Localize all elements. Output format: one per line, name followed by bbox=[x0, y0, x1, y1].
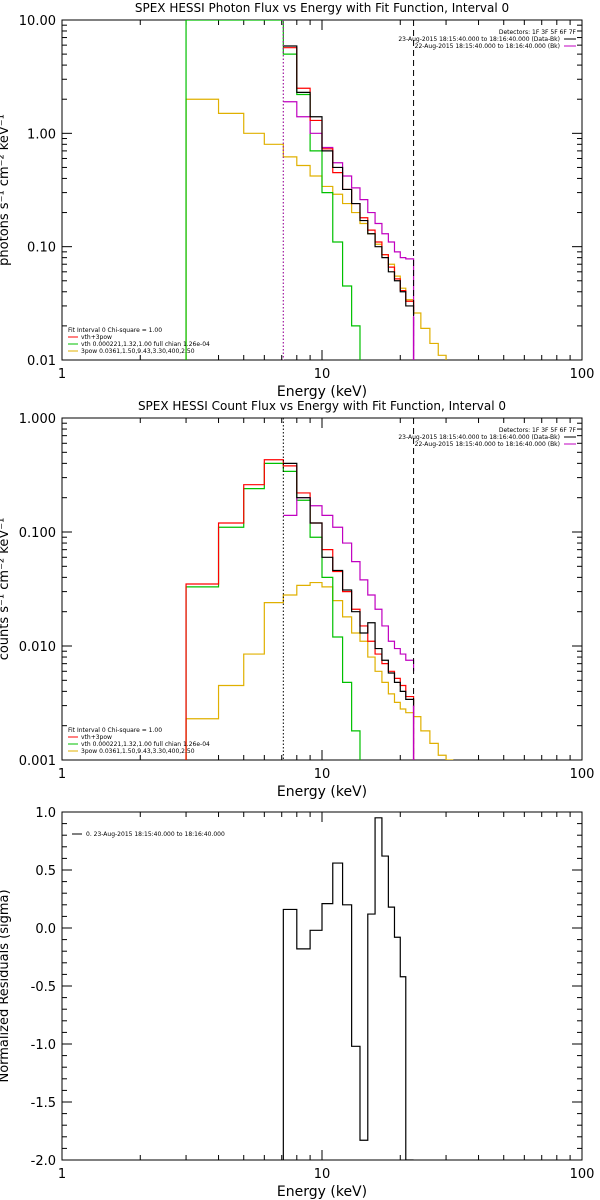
series-line-1 bbox=[185, 462, 361, 760]
plot-frame bbox=[61, 417, 583, 761]
x-tick-label: 100 bbox=[570, 367, 595, 382]
y-tick-label: 0.5 bbox=[35, 864, 56, 879]
x-tick-label: 100 bbox=[570, 767, 595, 782]
y-axis-label: Normalized Residuals (sigma) bbox=[0, 889, 12, 1082]
count-flux-panel: SPEX HESSI Count Flux vs Energy with Fit… bbox=[0, 399, 594, 800]
series-line-0 bbox=[185, 98, 447, 360]
y-tick-label: -1.0 bbox=[31, 1038, 56, 1053]
legend-label: vth+3pow bbox=[81, 734, 112, 741]
x-tick-label: 10 bbox=[314, 1167, 331, 1182]
legend-top-right-line: Detectors: 1F 3F 5F 6F 7F bbox=[499, 427, 577, 434]
series-group bbox=[282, 817, 414, 1160]
x-tick-label: 100 bbox=[570, 1167, 595, 1182]
y-tick-label: 1.0 bbox=[35, 806, 56, 821]
legend-label: 3pow 0.0361,1.50,9.43,3.30,400,2.50 bbox=[81, 748, 195, 755]
legend-label: vth 0.000221,1.32,1.00 full chian 1.26e-… bbox=[81, 741, 210, 748]
chart-title: SPEX HESSI Count Flux vs Energy with Fit… bbox=[138, 399, 506, 413]
chart-title: SPEX HESSI Photon Flux vs Energy with Fi… bbox=[135, 1, 509, 15]
x-axis-label: Energy (keV) bbox=[277, 1184, 367, 1200]
series-line-2 bbox=[283, 101, 415, 360]
series-line-2 bbox=[185, 459, 415, 760]
y-tick-label: 0.010 bbox=[19, 640, 56, 655]
x-tick-label: 1 bbox=[58, 367, 66, 382]
legend-top-right-line: 22-Aug-2015 18:15:40.000 to 18:16:40.000… bbox=[415, 441, 560, 448]
y-tick-label: 10.00 bbox=[19, 14, 56, 29]
x-tick-label: 10 bbox=[314, 767, 331, 782]
photon-flux-panel: SPEX HESSI Photon Flux vs Energy with Fi… bbox=[0, 1, 594, 400]
series-line-1 bbox=[185, 20, 361, 360]
legend-label: vth 0.000221,1.32,1.00 full chian 1.26e-… bbox=[81, 341, 210, 348]
y-tick-label: -2.0 bbox=[31, 1154, 56, 1169]
plot-frame bbox=[61, 811, 583, 1161]
legend-label: vth+3pow bbox=[81, 334, 112, 341]
legend-top-right-line: 23-Aug-2015 18:15:40.000 to 18:16:40.000… bbox=[398, 36, 560, 43]
legend-top-right-line: Detectors: 1F 3F 5F 6F 7F bbox=[499, 29, 577, 36]
series-line-3 bbox=[283, 497, 415, 672]
residuals-panel: 1 10 100 Energy (keV) -2.0 -1.5 -1.0 -0.5 0.0 0.5… bbox=[0, 806, 594, 1200]
x-axis-label: Energy (keV) bbox=[277, 784, 367, 800]
y-tick-label: 0.10 bbox=[27, 241, 56, 256]
y-tick-label: 0.01 bbox=[27, 354, 56, 369]
series-group bbox=[185, 20, 447, 360]
y-tick-label: 0.0 bbox=[35, 922, 56, 937]
series-line-4 bbox=[283, 45, 415, 315]
y-tick-label: -0.5 bbox=[31, 980, 56, 995]
x-axis-label: Energy (keV) bbox=[277, 384, 367, 400]
y-tick-label: 1.00 bbox=[27, 127, 56, 142]
legend-label: 3pow 0.0361,1.50,9.43,3.30,400,2.50 bbox=[81, 348, 195, 355]
x-tick-label: 1 bbox=[58, 767, 66, 782]
y-tick-label: -1.5 bbox=[31, 1096, 56, 1111]
x-tick-label: 1 bbox=[58, 1167, 66, 1182]
y-axis-label: photons s⁻¹ cm⁻² keV⁻¹ bbox=[0, 114, 12, 266]
y-tick-label: 1.000 bbox=[19, 412, 56, 427]
legend-header: Fit Interval 0 Chi-square = 1.00 bbox=[68, 727, 162, 734]
y-tick-label: 0.001 bbox=[19, 754, 56, 769]
legend-header: Fit Interval 0 Chi-square = 1.00 bbox=[68, 327, 162, 334]
series-line-0 bbox=[282, 817, 414, 1160]
series-group bbox=[185, 418, 454, 760]
legend-top-right-line: 23-Aug-2015 18:15:40.000 to 18:16:40.000… bbox=[398, 434, 560, 441]
x-tick-label: 10 bbox=[314, 367, 331, 382]
y-axis-label: counts s⁻¹ cm⁻² keV⁻¹ bbox=[0, 518, 12, 661]
series-line-4 bbox=[283, 462, 415, 708]
y-tick-label: 0.100 bbox=[19, 526, 56, 541]
legend-label: 0. 23-Aug-2015 18:15:40.000 to 18:16:40.… bbox=[86, 831, 225, 838]
legend-top-right-line: 22-Aug-2015 18:15:40.000 to 18:16:40.000… bbox=[415, 43, 560, 50]
